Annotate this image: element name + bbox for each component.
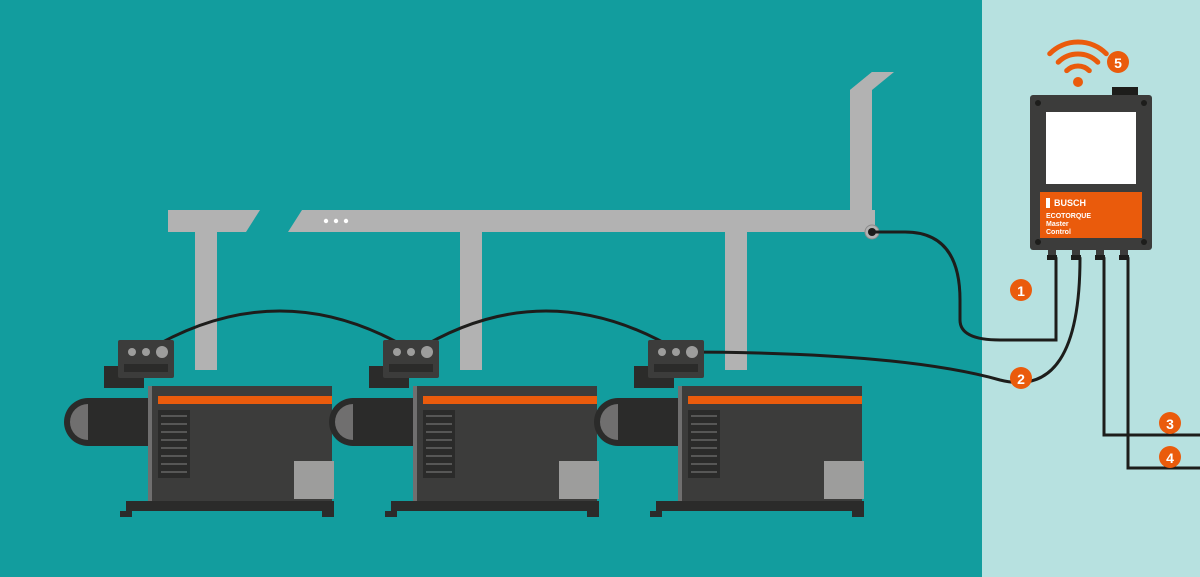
pipe-drop-2 [460, 210, 482, 370]
pump-control-box [648, 340, 704, 378]
pipe-riser [850, 90, 872, 232]
pump-control-box [383, 340, 439, 378]
pump-foot-l [120, 511, 132, 517]
pump-grill-bg [688, 410, 720, 478]
marker-5: 5 [1107, 51, 1129, 73]
marker-5-label: 5 [1114, 55, 1122, 71]
controller-screen [1046, 112, 1136, 184]
pump-control-knob [156, 346, 168, 358]
pump-motor-body [88, 398, 154, 446]
diagram-root: BUSCH ECOTORQUEMasterControl 1 2 3 4 5 [0, 0, 1200, 577]
controller-screw-3 [1035, 239, 1041, 245]
marker-2: 2 [1010, 367, 1032, 389]
pump-stripe [688, 396, 862, 404]
pump-stripe [423, 396, 597, 404]
controller-tab [1112, 87, 1138, 95]
pump-divider [148, 386, 152, 501]
marker-4: 4 [1159, 446, 1181, 468]
controller-line-2: Master [1046, 221, 1069, 228]
pipe-dot-3 [344, 219, 348, 223]
pump-front-panel [294, 461, 334, 499]
pump-control-slot [389, 364, 433, 372]
pipe-dot-1 [324, 219, 328, 223]
pump-motor-body [618, 398, 684, 446]
controller-screw-1 [1035, 100, 1041, 106]
pump-foot [126, 501, 334, 511]
controller: BUSCH ECOTORQUEMasterControl [1030, 87, 1152, 260]
pump-divider [678, 386, 682, 501]
pump-foot-l [385, 511, 397, 517]
pipe-dot-2 [334, 219, 338, 223]
pump-grill-bg [423, 410, 455, 478]
pump-control-box [118, 340, 174, 378]
pump-control-slot [654, 364, 698, 372]
controller-line-3: Control [1046, 229, 1071, 236]
pump-foot-r [322, 511, 334, 517]
pump-foot-r [587, 511, 599, 517]
pump-divider [413, 386, 417, 501]
controller-screw-2 [1141, 100, 1147, 106]
pump-motor-body [353, 398, 419, 446]
pump-control-led2 [407, 348, 415, 356]
pipe-drop-1 [195, 210, 217, 370]
marker-4-label: 4 [1166, 450, 1174, 466]
diagram-svg: BUSCH ECOTORQUEMasterControl 1 2 3 4 5 [0, 0, 1200, 577]
pump-grill-bg [158, 410, 190, 478]
pump-control-led1 [658, 348, 666, 356]
pump-control-led1 [128, 348, 136, 356]
pump-control-knob [421, 346, 433, 358]
pump-foot [391, 501, 599, 511]
marker-2-label: 2 [1017, 371, 1025, 387]
pump-foot-r [852, 511, 864, 517]
pipe-drop-3 [725, 210, 747, 370]
controller-screw-4 [1141, 239, 1147, 245]
pump-front-panel [824, 461, 864, 499]
marker-1-label: 1 [1017, 283, 1025, 299]
pump-foot-l [650, 511, 662, 517]
pump-control-led2 [672, 348, 680, 356]
pump-stripe [158, 396, 332, 404]
pump-control-led1 [393, 348, 401, 356]
wifi-dot [1073, 77, 1083, 87]
controller-brand: BUSCH [1054, 198, 1086, 208]
pump-foot [656, 501, 864, 511]
marker-3-label: 3 [1166, 416, 1174, 432]
marker-3: 3 [1159, 412, 1181, 434]
controller-line-1: ECOTORQUE [1046, 213, 1091, 220]
pump-control-knob [686, 346, 698, 358]
marker-1: 1 [1010, 279, 1032, 301]
pump-control-led2 [142, 348, 150, 356]
pump-control-slot [124, 364, 168, 372]
pump-front-panel [559, 461, 599, 499]
